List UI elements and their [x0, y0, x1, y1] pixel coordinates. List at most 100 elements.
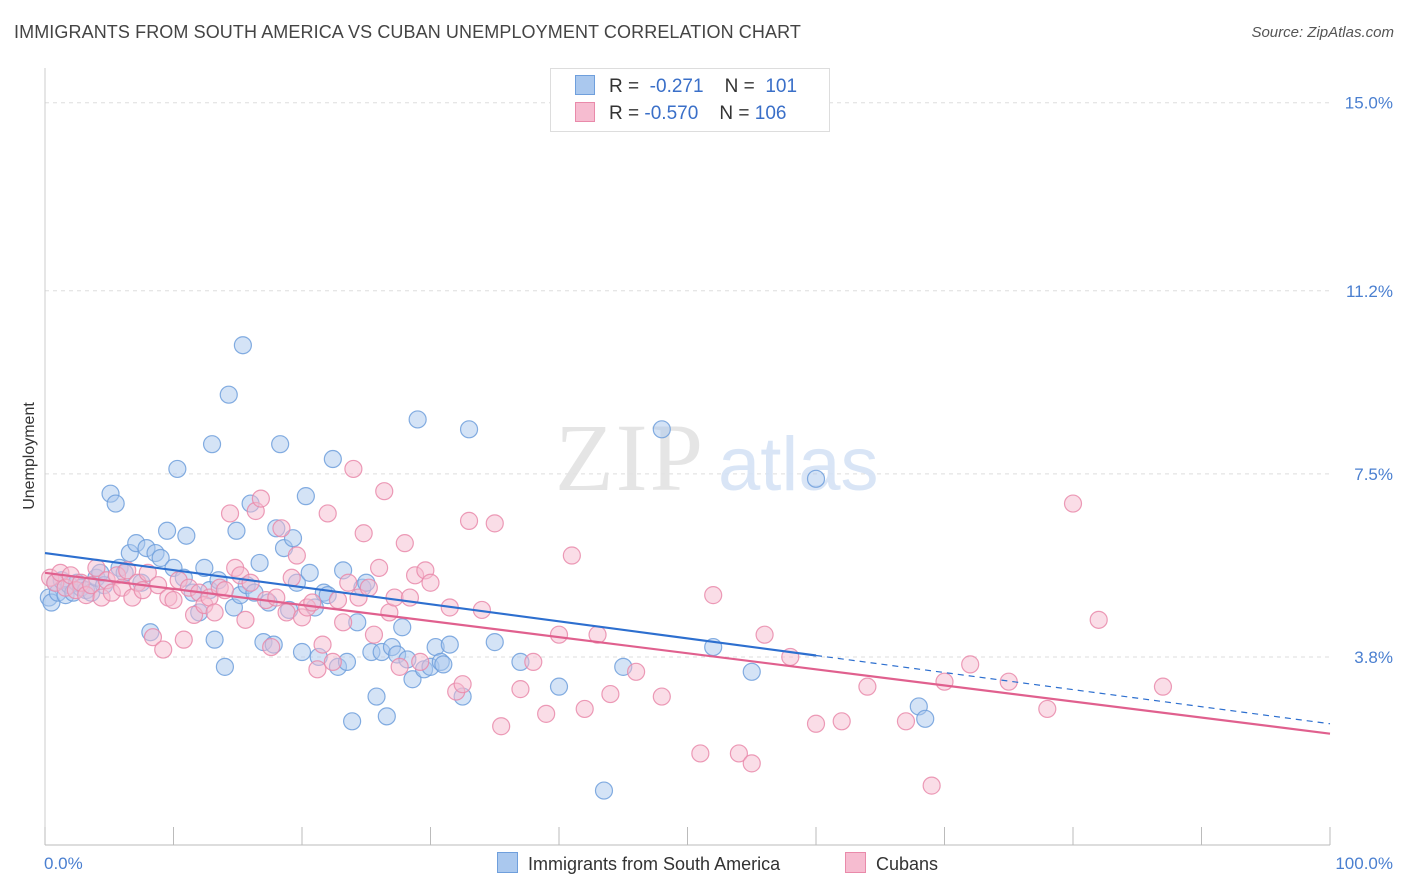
trend-lines — [44, 551, 1331, 735]
point-cubans — [1038, 699, 1057, 719]
point-cubans — [318, 504, 337, 523]
point-cubans — [1089, 610, 1108, 629]
point-cubans — [485, 514, 504, 533]
legend-swatch-pink — [575, 102, 595, 122]
point-cubans — [313, 635, 332, 654]
point-south-america — [250, 553, 269, 573]
point-cubans — [236, 610, 255, 629]
point-cubans — [562, 546, 581, 565]
point-cubans — [459, 511, 479, 530]
point-south-america — [594, 781, 614, 800]
point-south-america — [323, 449, 342, 469]
point-south-america — [652, 420, 671, 439]
point-south-america — [459, 420, 479, 439]
legend-row-south-america: R = -0.271 N = 101 — [575, 75, 797, 99]
chart-title: IMMIGRANTS FROM SOUTH AMERICA VS CUBAN U… — [14, 22, 801, 42]
point-cubans — [421, 573, 440, 592]
point-south-america — [549, 677, 569, 696]
point-south-america — [283, 529, 303, 548]
point-cubans — [328, 590, 348, 610]
point-cubans — [334, 613, 353, 632]
legend-r-label: R = — [609, 103, 640, 124]
point-cubans — [303, 593, 322, 612]
point-cubans — [453, 675, 472, 694]
point-south-america — [215, 657, 234, 676]
point-cubans — [1153, 677, 1173, 696]
series-cubans-points — [41, 459, 1173, 795]
point-cubans — [537, 704, 556, 723]
legend-r-value: -0.271 — [649, 76, 704, 97]
point-cubans — [344, 459, 363, 479]
point-cubans — [729, 744, 749, 763]
point-south-america — [806, 469, 826, 488]
point-cubans — [742, 754, 761, 773]
point-cubans — [806, 714, 826, 733]
point-south-america — [408, 410, 427, 429]
legend-r-label: R = — [609, 76, 640, 97]
correlation-legend: R = -0.271 N = 101 R = -0.570 N = 106 — [550, 68, 830, 132]
point-cubans — [272, 519, 291, 538]
point-south-america — [434, 655, 453, 674]
point-south-america — [106, 494, 125, 513]
point-south-america — [205, 630, 224, 649]
point-south-america — [393, 618, 412, 637]
point-cubans — [308, 660, 327, 679]
watermark-atlas: atlas — [718, 422, 879, 507]
point-cubans — [652, 687, 671, 706]
point-cubans — [339, 573, 358, 592]
point-cubans — [174, 630, 193, 649]
point-south-america — [151, 548, 170, 568]
point-cubans — [262, 637, 281, 657]
y-tick-label: 3.8% — [1354, 648, 1393, 667]
point-south-america — [271, 435, 290, 454]
legend-n-value: 106 — [754, 103, 787, 124]
point-cubans — [143, 628, 163, 647]
point-south-america — [292, 642, 312, 662]
x-tick-label-start: 0.0% — [44, 854, 83, 873]
bottom-legend-label-pink: Cubans — [876, 854, 939, 874]
point-cubans — [575, 699, 594, 719]
point-cubans — [704, 586, 723, 605]
point-cubans — [241, 573, 260, 592]
trend-line-cubans — [44, 571, 1331, 735]
point-south-america — [403, 670, 422, 689]
point-south-america — [195, 558, 214, 577]
point-cubans — [511, 680, 530, 699]
point-cubans — [411, 652, 430, 672]
legend-row-cubans: R = -0.570 N = 106 — [575, 102, 786, 126]
point-cubans — [287, 546, 306, 565]
x-tick-label-end: 100.0% — [1335, 854, 1393, 873]
legend-n-label: N = — [719, 103, 750, 124]
point-cubans — [626, 662, 646, 681]
point-cubans — [922, 776, 941, 795]
point-cubans — [1063, 494, 1083, 513]
bottom-legend-label-blue: Immigrants from South America — [528, 854, 781, 874]
source-credit: Source: ZipAtlas.com — [1251, 24, 1394, 41]
point-cubans — [277, 603, 296, 622]
y-tick-label: 15.0% — [1345, 94, 1393, 113]
watermark-zip: ZIP — [555, 404, 705, 511]
point-south-america — [300, 563, 319, 582]
point-cubans — [385, 588, 404, 607]
bottom-legend-cubans: Cubans — [845, 852, 938, 875]
point-south-america — [168, 459, 187, 479]
point-cubans — [961, 655, 980, 674]
y-tick-label: 11.2% — [1346, 282, 1393, 301]
point-cubans — [359, 578, 378, 597]
point-cubans — [205, 603, 224, 622]
axes: 3.8% 7.5% 11.2% 15.0% 0.0% 100.0% — [44, 68, 1393, 873]
y-axis-label: Unemployment — [21, 402, 38, 510]
point-south-america — [485, 633, 504, 652]
point-cubans — [354, 524, 373, 543]
point-cubans — [832, 712, 851, 731]
legend-n-label: N = — [724, 76, 755, 97]
point-cubans — [220, 504, 240, 523]
point-cubans — [400, 588, 420, 607]
point-cubans — [858, 677, 877, 696]
point-south-america — [219, 385, 238, 404]
point-cubans — [375, 482, 394, 501]
point-cubans — [118, 561, 137, 580]
point-cubans — [492, 717, 511, 736]
point-cubans — [323, 652, 342, 672]
